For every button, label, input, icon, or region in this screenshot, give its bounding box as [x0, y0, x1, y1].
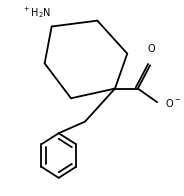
Text: $\mathregular{O}$: $\mathregular{O}$ — [147, 42, 156, 54]
Text: $\mathregular{O^-}$: $\mathregular{O^-}$ — [165, 97, 181, 109]
Text: $\mathregular{^+H_2N}$: $\mathregular{^+H_2N}$ — [22, 5, 51, 20]
